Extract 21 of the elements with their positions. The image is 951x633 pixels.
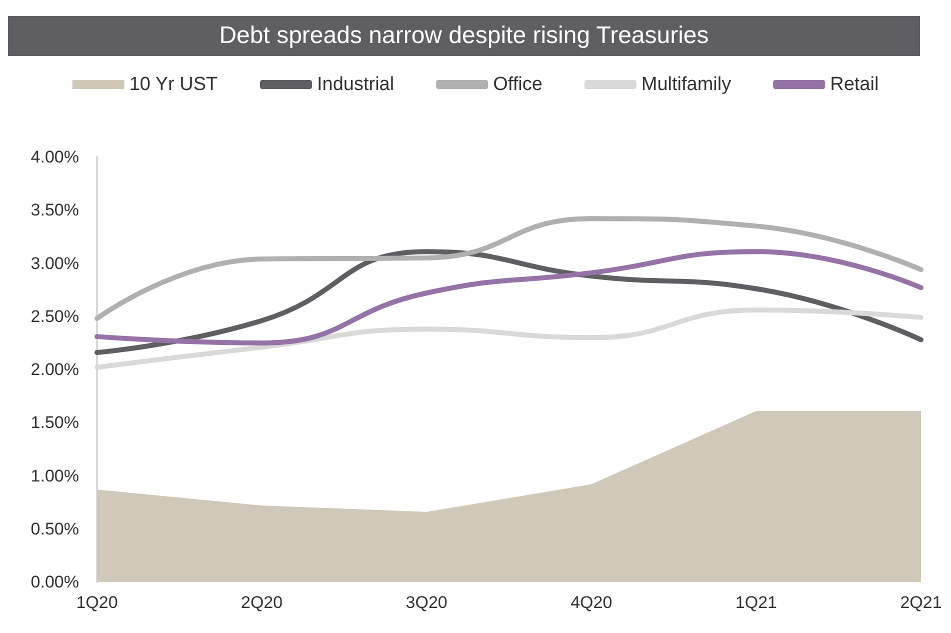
legend-label: Office: [493, 74, 542, 95]
x-tick-label: 2Q21: [900, 593, 942, 612]
x-tick-label: 1Q21: [735, 593, 777, 612]
y-tick-label: 1.50%: [30, 413, 79, 432]
x-tick-label: 4Q20: [570, 593, 612, 612]
legend-label: Multifamily: [641, 74, 732, 95]
legend-label: Industrial: [317, 74, 394, 95]
y-tick-label: 3.00%: [30, 254, 79, 273]
legend-label: Retail: [830, 74, 879, 95]
y-tick-label: 0.50%: [30, 519, 79, 538]
x-tick-label: 3Q20: [406, 593, 448, 612]
y-tick-label: 0.00%: [30, 572, 79, 592]
y-tick-label: 2.50%: [30, 306, 79, 326]
legend-label: 10 Yr UST: [129, 74, 218, 95]
y-tick-label: 3.50%: [30, 200, 79, 220]
x-tick-label: 1Q20: [76, 593, 118, 612]
y-tick-label: 4.00%: [30, 148, 79, 166]
y-tick-label: 2.00%: [30, 360, 79, 379]
x-tick-label: 2Q20: [241, 593, 283, 612]
y-tick-label: 1.00%: [30, 466, 79, 486]
chart-title: Debt spreads narrow despite rising Treasuries: [8, 16, 920, 56]
